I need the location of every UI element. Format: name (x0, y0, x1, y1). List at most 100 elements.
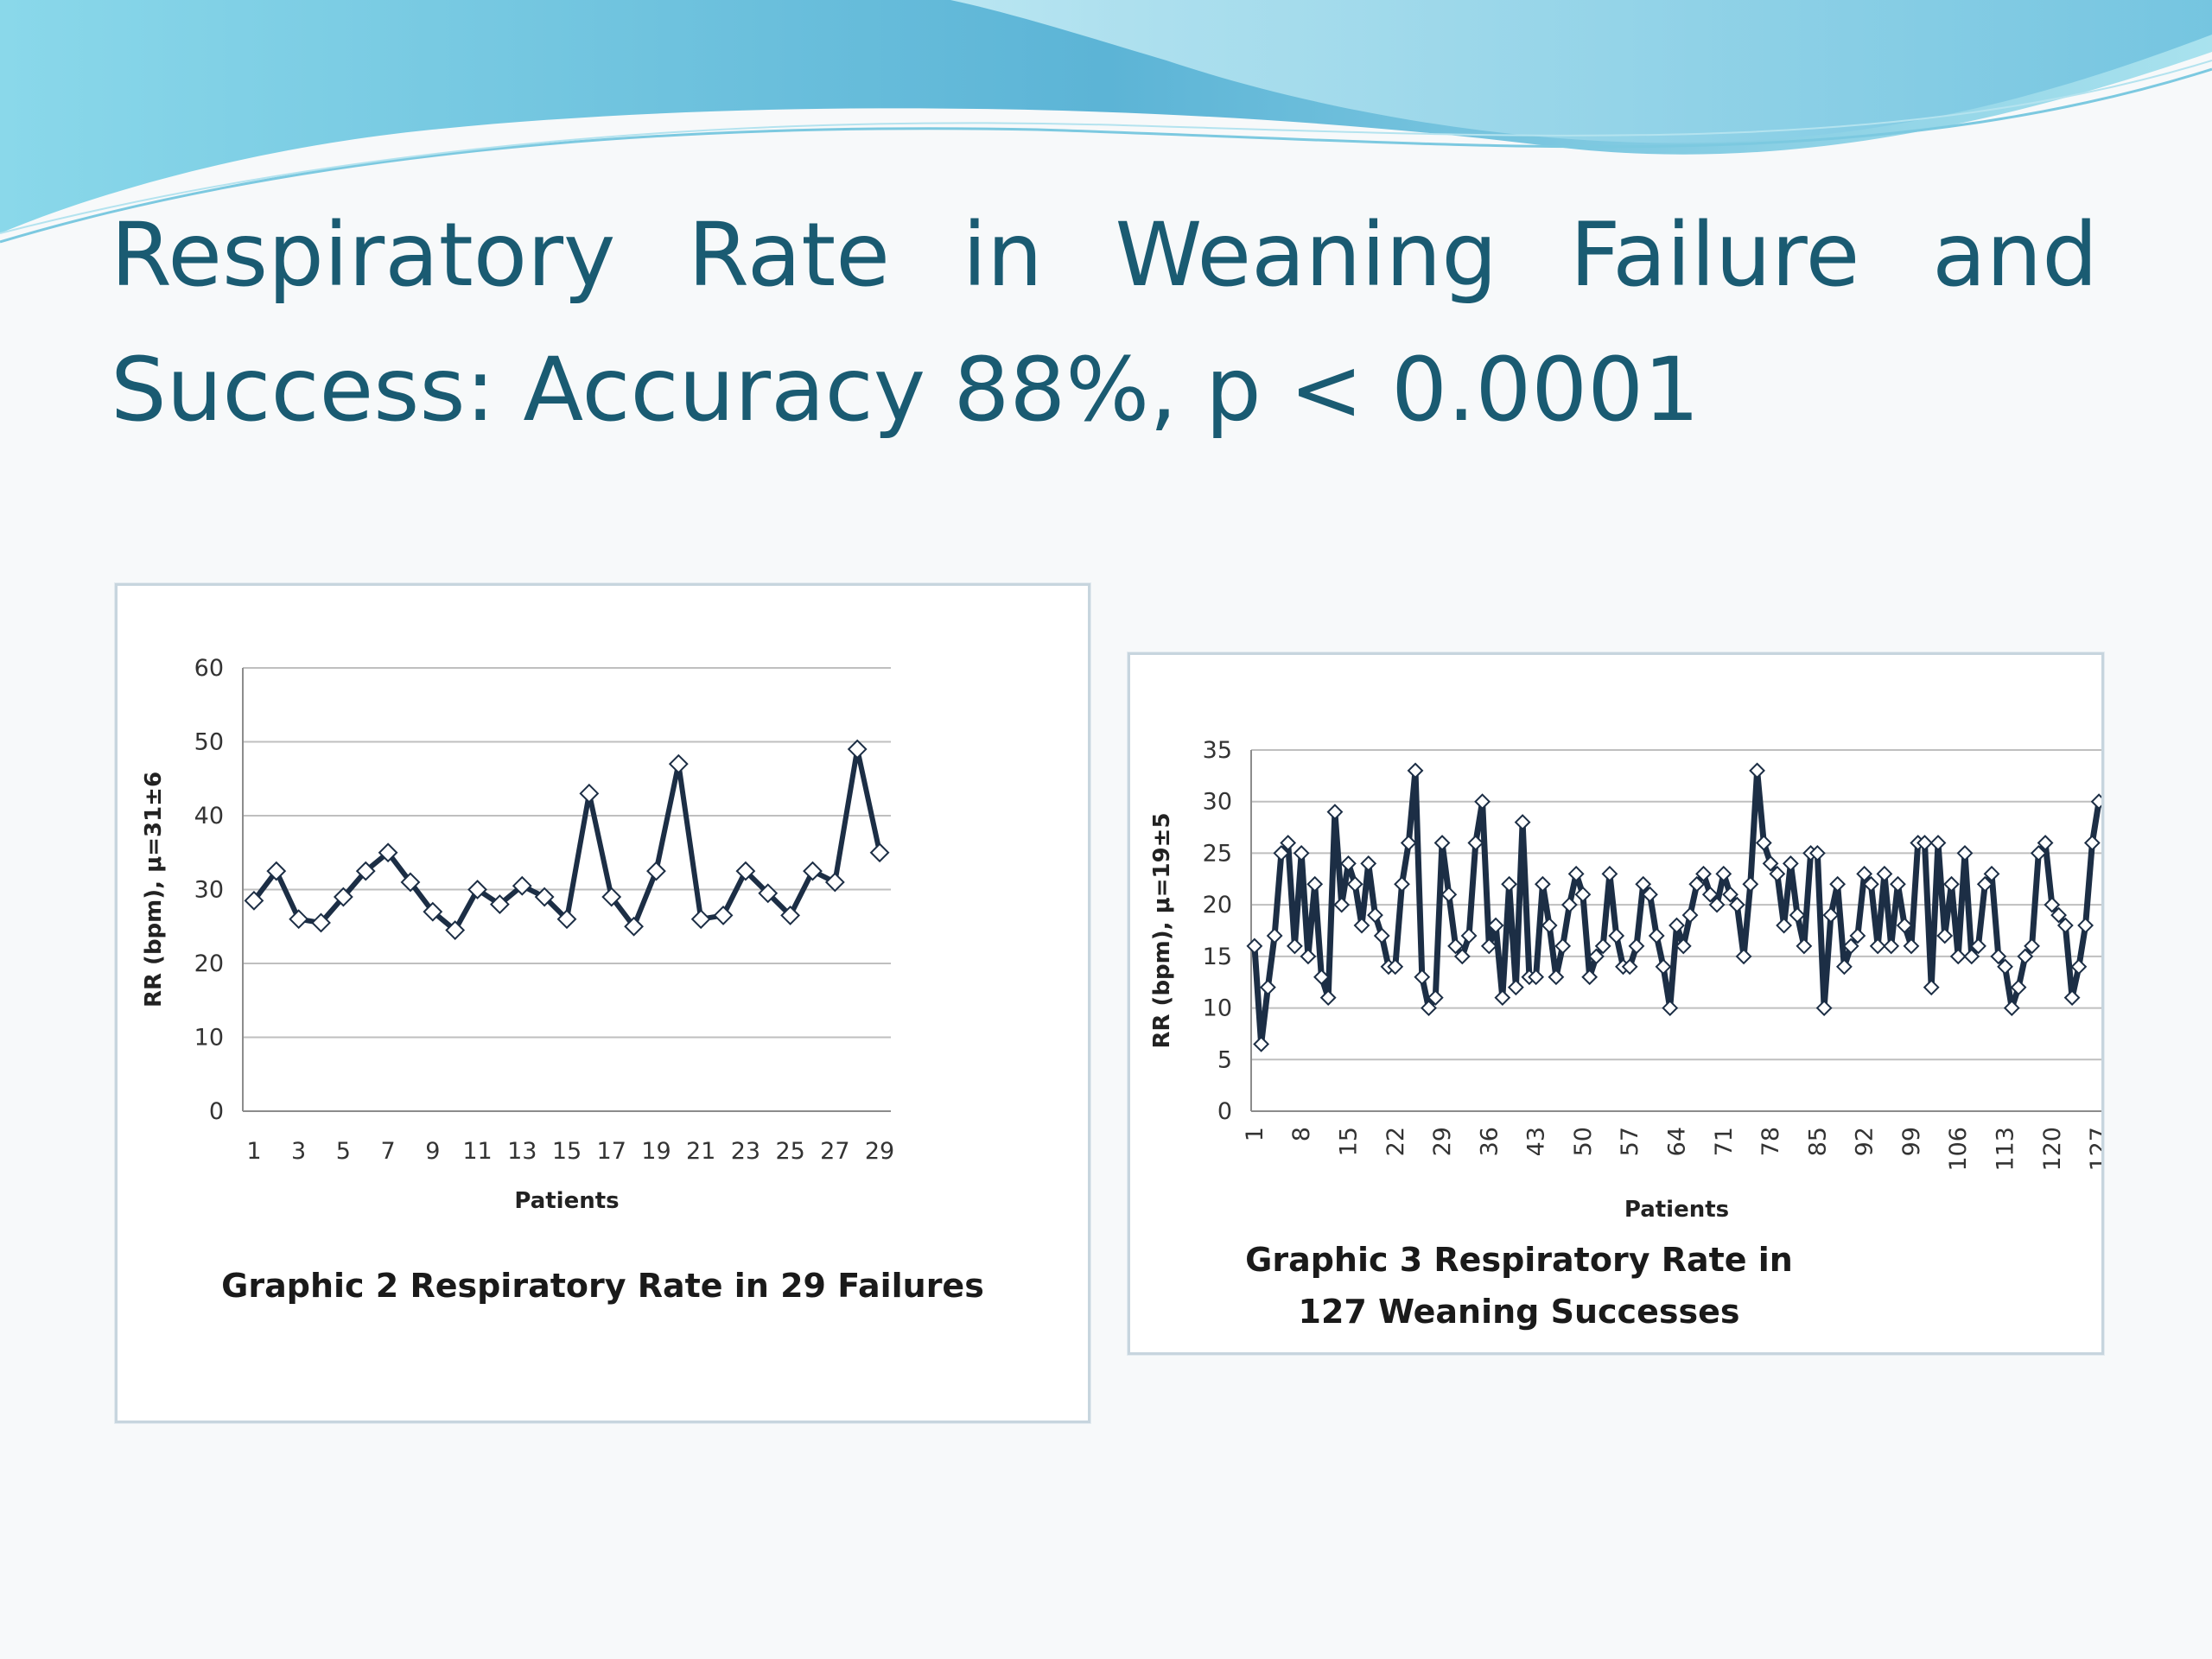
data-point (1949, 948, 1967, 965)
data-point (869, 842, 890, 863)
data-point (2090, 793, 2101, 810)
data-point (2083, 835, 2101, 851)
data-point (1313, 969, 1330, 986)
x-tick-label: 127 (2086, 1127, 2101, 1172)
x-tick-label: 23 (731, 1138, 760, 1165)
data-point (1581, 969, 1599, 986)
x-tick-label: 29 (1429, 1127, 1456, 1156)
data-point (534, 887, 555, 907)
data-point (1427, 989, 1444, 1007)
x-tick-label: 50 (1570, 1127, 1597, 1156)
data-point (1628, 938, 1645, 955)
data-point (2017, 948, 2034, 965)
x-tick-label: 8 (1288, 1127, 1315, 1141)
data-point (1608, 927, 1625, 944)
data-point (2037, 835, 2054, 851)
chart-frame-successes[interactable]: 0 5 10 15 20 25 30 35 1 8 15 22 29 36 43 50 57 64 71 78 85 92… (1128, 652, 2104, 1355)
data-point (1319, 989, 1337, 1007)
data-point (1829, 875, 1847, 893)
y-tick-label: 20 (1203, 892, 1232, 918)
data-point (1594, 938, 1611, 955)
chart-caption-failures: Graphic 2 Respiratory Rate in 29 Failure… (221, 1267, 984, 1305)
data-point (1367, 906, 1383, 924)
x-tick-label: 36 (1476, 1127, 1503, 1156)
data-point (1487, 917, 1504, 934)
data-point (1863, 875, 1879, 893)
x-tick-label: 92 (1852, 1127, 1878, 1156)
y-tick-label: 0 (1217, 1098, 1232, 1125)
y-tick-label: 15 (1203, 944, 1232, 970)
data-point (1353, 917, 1370, 934)
data-point (1394, 875, 1410, 893)
data-point (668, 753, 689, 774)
data-point (1447, 938, 1464, 955)
x-tick-label: 15 (1335, 1127, 1362, 1156)
data-point (1749, 762, 1765, 779)
data-point (1815, 1000, 1833, 1016)
data-point (423, 901, 443, 922)
data-point (2063, 989, 2081, 1007)
y-tick-label: 5 (1217, 1046, 1232, 1073)
x-tick-label: 71 (1711, 1127, 1738, 1156)
x-axis-title: Patients (514, 1188, 619, 1214)
data-point (1735, 948, 1752, 965)
y-tick-label: 10 (1203, 995, 1232, 1022)
data-point (2030, 845, 2047, 861)
series-line (1251, 767, 2101, 1047)
data-point (1963, 948, 1980, 965)
y-axis-title: RR (bpm), μ=31±6 (141, 772, 167, 1007)
data-point (1929, 835, 1947, 851)
data-point (735, 861, 756, 881)
data-point (1541, 917, 1558, 934)
data-point (780, 906, 801, 925)
x-tick-label: 22 (1382, 1127, 1409, 1156)
y-tick-label: 20 (194, 950, 224, 977)
data-point (601, 887, 622, 907)
data-point (1407, 762, 1424, 779)
data-point (333, 887, 353, 907)
data-point (1708, 896, 1726, 913)
data-point (1421, 1000, 1437, 1016)
data-point (579, 783, 600, 804)
data-point (2003, 1000, 2020, 1016)
data-point (1970, 938, 1986, 955)
data-point (1259, 979, 1276, 996)
data-point (1601, 865, 1618, 882)
data-point (1715, 865, 1732, 882)
data-point (266, 861, 287, 881)
data-point (1360, 855, 1377, 872)
x-tick-label: 120 (2039, 1127, 2066, 1172)
series-line (251, 747, 883, 933)
data-point (1494, 989, 1511, 1007)
data-point (1876, 865, 1893, 882)
data-point (1695, 865, 1712, 882)
data-point (1373, 927, 1390, 944)
data-point (355, 861, 376, 881)
data-point (1842, 938, 1859, 955)
data-point (1293, 845, 1310, 861)
data-point (1769, 865, 1786, 882)
data-point (1574, 886, 1592, 903)
data-point (1835, 958, 1853, 976)
x-tick-label: 25 (775, 1138, 804, 1165)
data-point (1655, 958, 1672, 976)
data-point (1346, 875, 1363, 893)
data-point (512, 875, 532, 896)
data-point (1300, 948, 1317, 965)
data-point (1742, 875, 1759, 893)
data-point (489, 894, 510, 915)
data-point (1956, 845, 1974, 861)
data-point (624, 916, 645, 937)
data-point (1822, 906, 1840, 924)
x-tick-label: 85 (1804, 1127, 1831, 1156)
data-point (556, 909, 577, 930)
y-axis-title: RR (bpm), μ=19±5 (1149, 812, 1175, 1048)
x-tick-label: 19 (641, 1138, 671, 1165)
data-point (1286, 938, 1303, 955)
y-tick-label: 30 (1203, 789, 1232, 816)
data-point (1681, 906, 1699, 924)
data-point (1280, 835, 1297, 851)
data-point (690, 909, 711, 930)
chart-frame-failures[interactable]: 0 10 20 30 40 50 60 1 3 5 7 9 11 13 15 17 19 21 23 25 27 29 Pa… (115, 583, 1090, 1423)
x-tick-label: 27 (820, 1138, 849, 1165)
